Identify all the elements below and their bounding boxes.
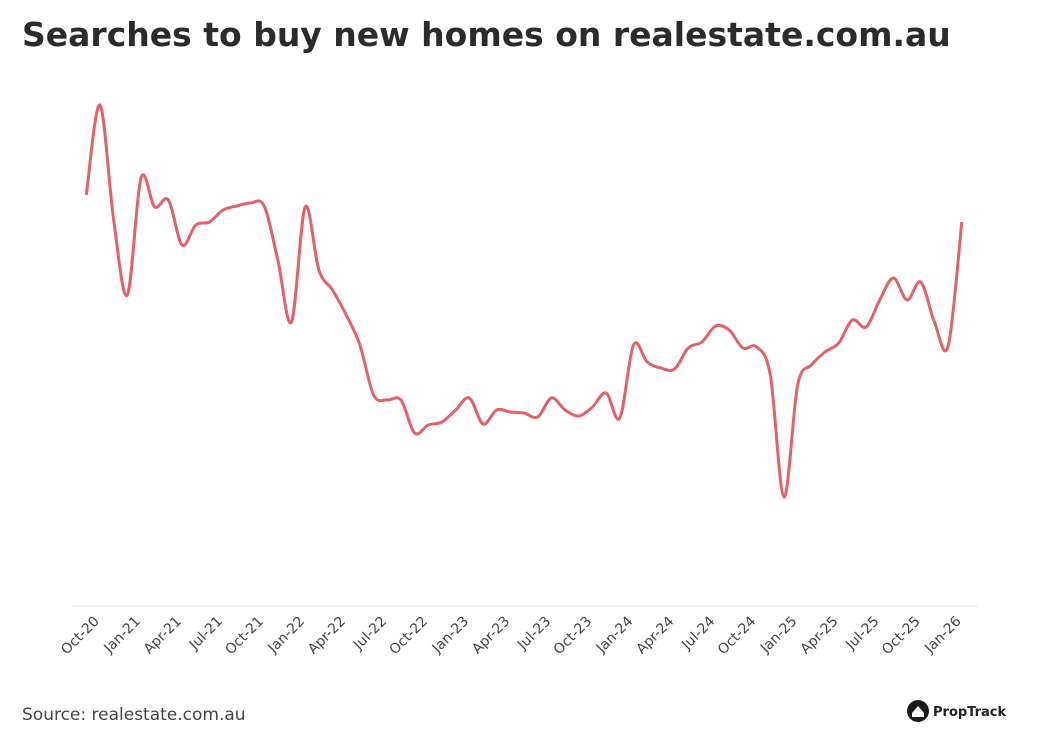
x-tick-label: Jan-23	[429, 614, 472, 657]
x-tick-label: Oct-25	[879, 614, 924, 659]
brand-logo	[907, 700, 929, 722]
x-tick-label: Jan-21	[100, 614, 143, 657]
x-tick-label: Jul-25	[842, 614, 882, 654]
x-tick-label: Oct-24	[715, 613, 760, 658]
x-tick-label: Apr-25	[798, 614, 842, 658]
line	[84, 103, 964, 499]
x-tick-label: Apr-23	[469, 614, 513, 658]
x-tick-label: Jan-22	[265, 614, 308, 657]
x-tick-label: Oct-21	[222, 614, 267, 659]
x-tick-label: Jul-21	[186, 614, 226, 654]
x-tick-label: Jan-26	[921, 613, 965, 657]
x-tick-label: Jan-24	[593, 613, 637, 657]
x-tick-label: Apr-22	[305, 614, 349, 658]
x-tick-label: Jul-23	[514, 614, 554, 654]
brand: PropTrack	[933, 705, 1007, 720]
x-tick-label: Oct-23	[551, 614, 596, 659]
x-tick-label: Apr-24	[633, 613, 677, 657]
x-tick-label: Jan-25	[757, 614, 800, 657]
x-tick-label: Oct-20	[58, 614, 103, 659]
x-tick-label: Jul-24	[678, 613, 718, 653]
x-tick-label: Oct-22	[387, 614, 432, 659]
x-tick-label: Apr-21	[141, 614, 185, 658]
x-tick-label: Jul-22	[350, 614, 390, 654]
chart-title: Searches to buy new homes on realestate.…	[22, 15, 951, 54]
source: Source: realestate.com.au	[22, 705, 246, 725]
